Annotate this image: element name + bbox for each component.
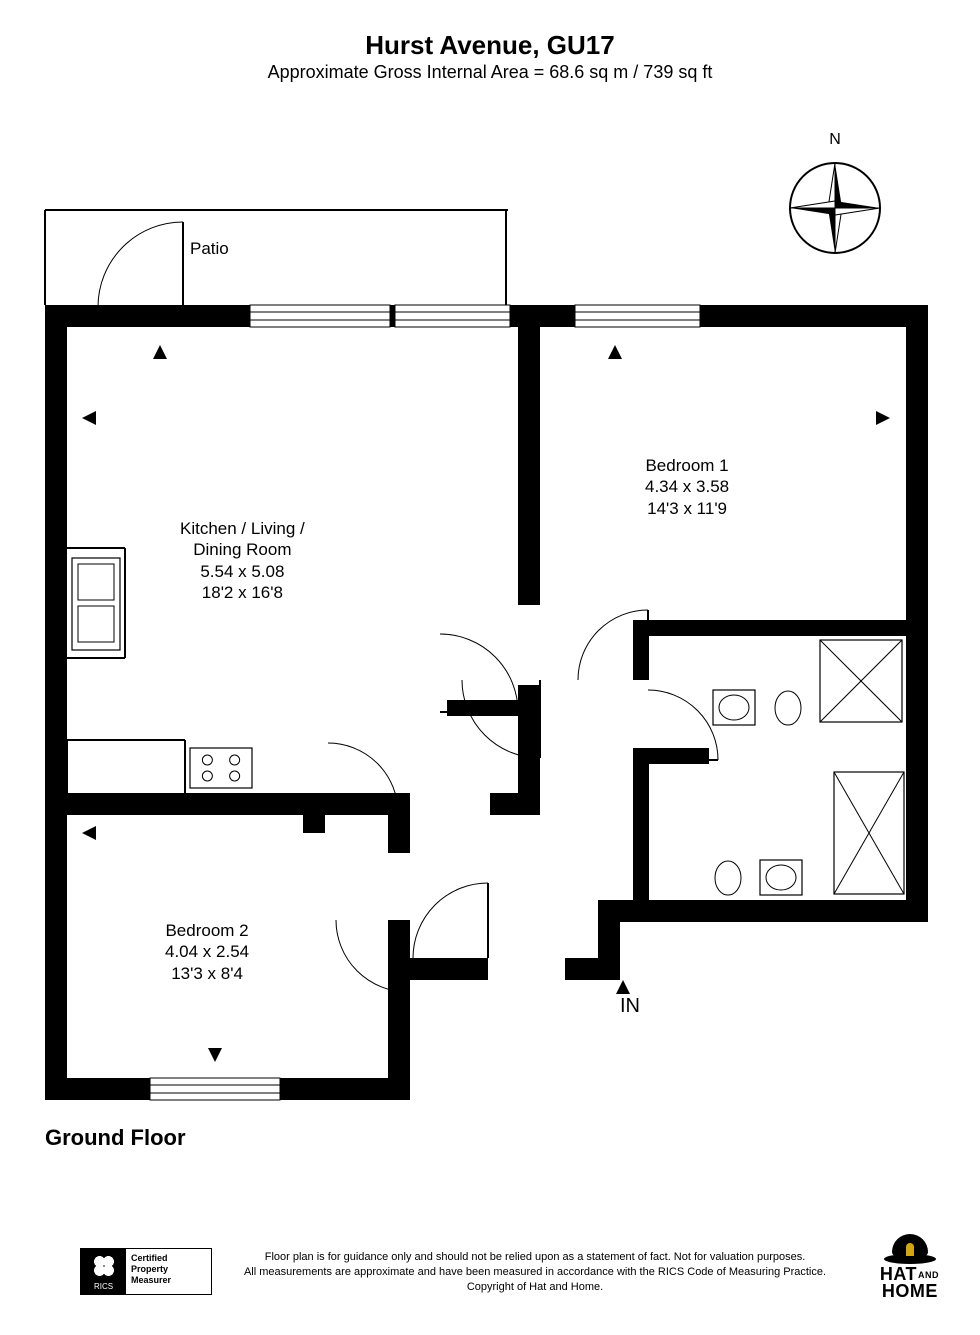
disclaimer-text: Floor plan is for guidance only and shou… [230,1250,840,1295]
kitchen-living-label: Kitchen / Living / Dining Room 5.54 x 5.… [180,518,305,603]
rics-badge: RICS Certified Property Measurer [80,1248,212,1295]
hat-icon [884,1234,936,1264]
brand-logo: HATAND HOME [880,1234,940,1300]
patio-label: Patio [190,238,229,259]
bedroom2-label: Bedroom 2 4.04 x 2.54 13'3 x 8'4 [165,920,249,984]
floor-label: Ground Floor [45,1125,186,1151]
rics-logo-icon: RICS [81,1249,126,1294]
entrance-label: IN [620,995,640,1018]
bedroom1-label: Bedroom 1 4.34 x 3.58 14'3 x 11'9 [645,455,729,519]
floorplan-page: Hurst Avenue, GU17 Approximate Gross Int… [0,0,980,1335]
